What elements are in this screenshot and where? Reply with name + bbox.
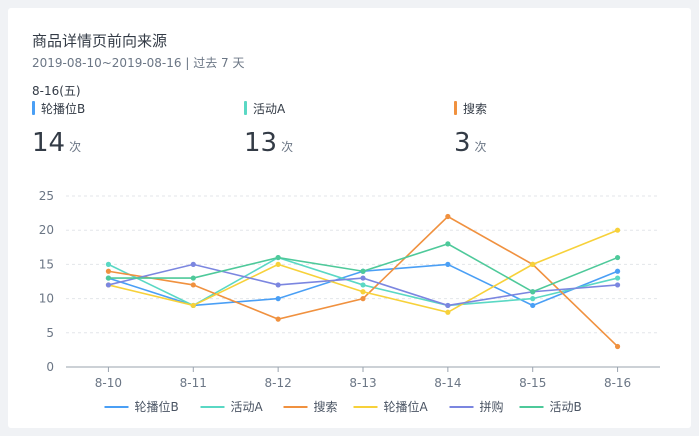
x-tick-label: 8-12 [265, 376, 292, 390]
data-point [445, 213, 451, 220]
legend-label: 轮播位B [135, 399, 179, 414]
legend-label: 活动B [550, 400, 582, 414]
metric-name: 搜索 [463, 101, 488, 116]
metric-name: 活动A [253, 101, 286, 116]
data-point [614, 282, 621, 288]
data-point [105, 268, 112, 274]
metric-carousel-b: 轮播位B 14 次 [32, 100, 85, 158]
metric-value: 3 [454, 128, 471, 158]
data-point [190, 275, 196, 281]
data-point [275, 316, 281, 322]
data-point [190, 282, 196, 288]
legend-label: 搜索 [314, 399, 338, 414]
x-tick-label: 8-16 [604, 376, 631, 390]
data-point [614, 275, 621, 281]
data-point [445, 241, 451, 247]
data-point [360, 275, 366, 281]
data-point [190, 261, 196, 267]
metric-value: 13 [244, 128, 278, 158]
data-point [105, 275, 112, 281]
data-point [445, 302, 451, 309]
x-tick-label: 8-14 [434, 376, 461, 390]
data-point [275, 282, 281, 288]
metric-search: 搜索 3 次 [454, 100, 487, 158]
metric-activity-a: 活动A 13 次 [244, 100, 293, 158]
data-point [360, 282, 366, 288]
legend-label: 活动A [231, 400, 264, 414]
data-point [530, 302, 536, 309]
x-tick-label: 8-11 [180, 376, 207, 390]
y-tick-label: 0 [46, 360, 54, 374]
data-point [360, 296, 366, 302]
data-point [614, 254, 621, 261]
data-point [530, 289, 536, 295]
legend-label: 拼购 [480, 399, 504, 414]
x-tick-label: 8-13 [349, 376, 376, 390]
y-tick-label: 10 [39, 292, 54, 306]
legend-label: 轮播位A [384, 399, 429, 414]
data-point [105, 282, 112, 288]
x-tick-label: 8-15 [519, 376, 546, 390]
data-point [445, 261, 451, 267]
data-point [530, 296, 536, 302]
data-point [445, 309, 451, 315]
data-point [360, 268, 366, 274]
data-point [530, 261, 536, 267]
data-point [360, 289, 366, 295]
series-line [108, 215, 619, 348]
data-point [275, 296, 281, 302]
y-tick-label: 20 [39, 223, 54, 237]
x-tick-label: 8-10 [95, 376, 122, 390]
data-point [275, 254, 281, 261]
data-point [105, 261, 112, 267]
y-tick-label: 25 [39, 189, 54, 203]
selected-date: 8-16(五) [32, 84, 81, 98]
metric-color-bar [32, 101, 35, 115]
data-point [614, 227, 621, 233]
data-point [614, 268, 621, 274]
date-range: 2019-08-10~2019-08-16 | 过去 7 天 [32, 56, 245, 70]
metric-color-bar [454, 101, 457, 115]
data-point [275, 261, 281, 267]
y-tick-label: 5 [46, 326, 54, 340]
metric-name: 轮播位B [41, 101, 86, 116]
data-point [614, 343, 621, 350]
metric-unit: 次 [474, 140, 487, 154]
data-point [190, 302, 196, 309]
metric-color-bar [244, 101, 247, 115]
chart-card: 商品详情页前向来源 2019-08-10~2019-08-16 | 过去 7 天… [8, 8, 691, 428]
y-tick-label: 15 [39, 257, 54, 271]
card-title: 商品详情页前向来源 [32, 32, 168, 50]
metric-unit: 次 [69, 140, 82, 154]
metric-value: 14 [32, 128, 66, 158]
metric-unit: 次 [281, 140, 294, 154]
